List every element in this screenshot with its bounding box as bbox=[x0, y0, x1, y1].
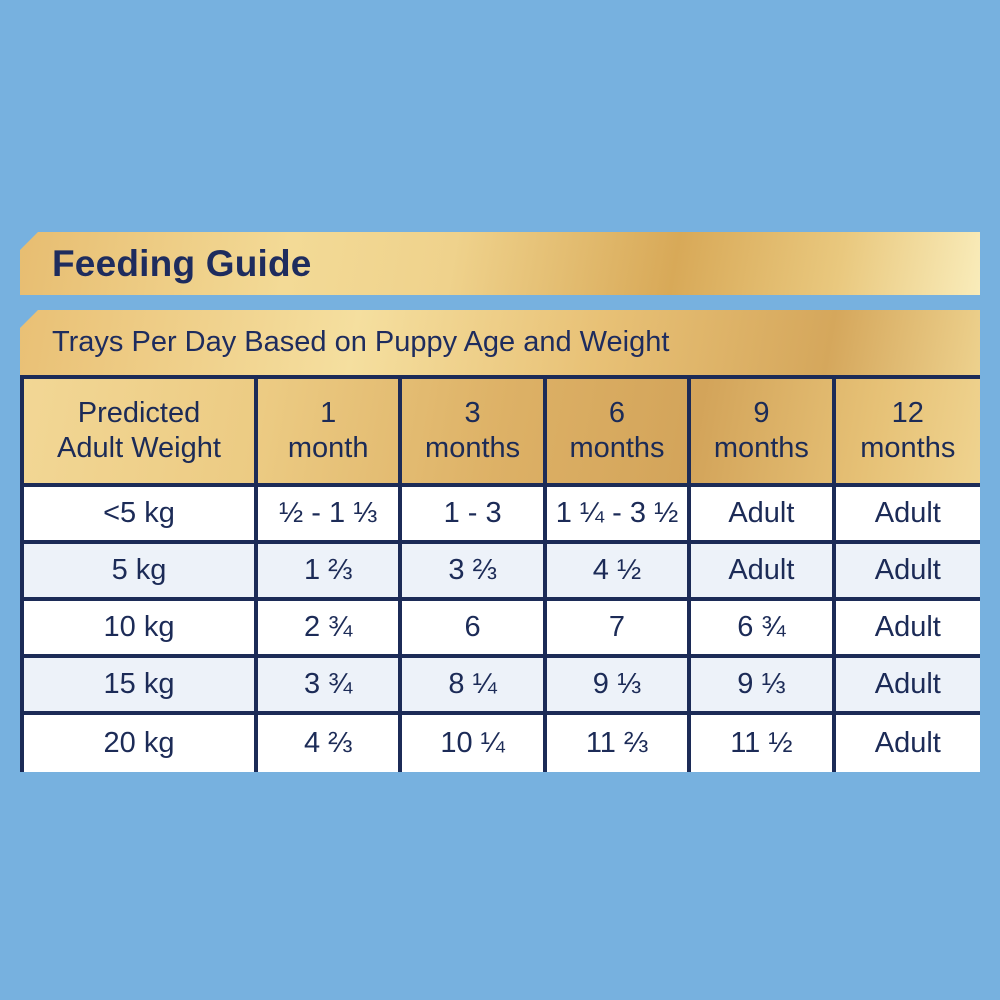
header-line: 12 bbox=[891, 396, 924, 429]
table-cell: 6 bbox=[402, 601, 547, 654]
table-row: 5 kg 1 ⅔ 3 ⅔ 4 ½ Adult Adult bbox=[24, 544, 980, 601]
table-row: 20 kg 4 ⅔ 10 ¼ 11 ⅔ 11 ½ Adult bbox=[24, 715, 980, 772]
subtitle-text: Trays Per Day Based on Puppy Age and Wei… bbox=[52, 326, 670, 358]
header-line: 3 bbox=[464, 396, 481, 429]
table-cell-weight: 20 kg bbox=[24, 715, 258, 772]
table-cell: Adult bbox=[874, 553, 941, 586]
page-title: Feeding Guide bbox=[52, 242, 312, 284]
table-cell: 11 ½ bbox=[691, 715, 836, 772]
table-cell: 1 ¼ - 3 ½ bbox=[547, 487, 692, 540]
subtitle-banner: Trays Per Day Based on Puppy Age and Wei… bbox=[20, 310, 980, 375]
table-cell: 2 ¾ bbox=[258, 601, 403, 654]
table-cell: 3 ¾ bbox=[258, 658, 403, 711]
table-cell: Adult bbox=[691, 544, 836, 597]
header-line: months bbox=[425, 432, 521, 464]
table-cell: 7 bbox=[547, 601, 692, 654]
header-cell-predicted-adult-weight: Predicted Adult Weight bbox=[24, 379, 258, 483]
table-cell: 6 ¾ bbox=[691, 601, 836, 654]
feeding-guide-banner: Feeding Guide bbox=[20, 232, 980, 295]
table-cell: 9 ⅓ bbox=[691, 658, 836, 711]
table-cell: Adult bbox=[874, 610, 941, 643]
header-line: months bbox=[569, 432, 665, 464]
table-cell: 11 ⅔ bbox=[547, 715, 692, 772]
header-line: 9 bbox=[753, 396, 770, 429]
header-cell-3-months: 3 months bbox=[402, 379, 547, 483]
header-line: Predicted bbox=[77, 396, 201, 429]
table-cell: ½ - 1 ⅓ bbox=[258, 487, 403, 540]
header-line: months bbox=[860, 432, 956, 464]
table-cell: Adult bbox=[874, 726, 941, 759]
table-cell: Adult bbox=[691, 487, 836, 540]
feeding-table: Predicted Adult Weight 1 month 3 months … bbox=[20, 375, 980, 772]
table-cell: 3 ⅔ bbox=[402, 544, 547, 597]
table-cell-weight: <5 kg bbox=[24, 487, 258, 540]
table-row: <5 kg ½ - 1 ⅓ 1 - 3 1 ¼ - 3 ½ Adult Adul… bbox=[24, 487, 980, 544]
header-line: 1 bbox=[320, 396, 337, 429]
header-cell-6-months: 6 months bbox=[547, 379, 692, 483]
header-line: 6 bbox=[608, 396, 626, 429]
table-cell: 10 ¼ bbox=[402, 715, 547, 772]
header-line: months bbox=[713, 432, 809, 464]
table-cell: 8 ¼ bbox=[402, 658, 547, 711]
table-cell: 1 ⅔ bbox=[258, 544, 403, 597]
table-header-row: Predicted Adult Weight 1 month 3 months … bbox=[24, 375, 980, 487]
header-cell-12-months: 12 months bbox=[836, 379, 980, 483]
table-cell: 9 ⅓ bbox=[547, 658, 692, 711]
table-cell-weight: 5 kg bbox=[24, 544, 258, 597]
header-cell-1-month: 1 month bbox=[258, 379, 403, 483]
table-cell-weight: 10 kg bbox=[24, 601, 258, 654]
header-line: Adult Weight bbox=[57, 432, 221, 464]
table-cell: 4 ⅔ bbox=[258, 715, 403, 772]
table-cell-weight: 15 kg bbox=[24, 658, 258, 711]
table-cell: Adult bbox=[874, 496, 941, 529]
table-row: 15 kg 3 ¾ 8 ¼ 9 ⅓ 9 ⅓ Adult bbox=[24, 658, 980, 715]
table-row: 10 kg 2 ¾ 6 7 6 ¾ Adult bbox=[24, 601, 980, 658]
table-cell: Adult bbox=[874, 667, 941, 700]
header-line: month bbox=[287, 432, 369, 464]
header-cell-9-months: 9 months bbox=[691, 379, 836, 483]
table-cell: 1 - 3 bbox=[402, 487, 547, 540]
table-cell: 4 ½ bbox=[547, 544, 692, 597]
